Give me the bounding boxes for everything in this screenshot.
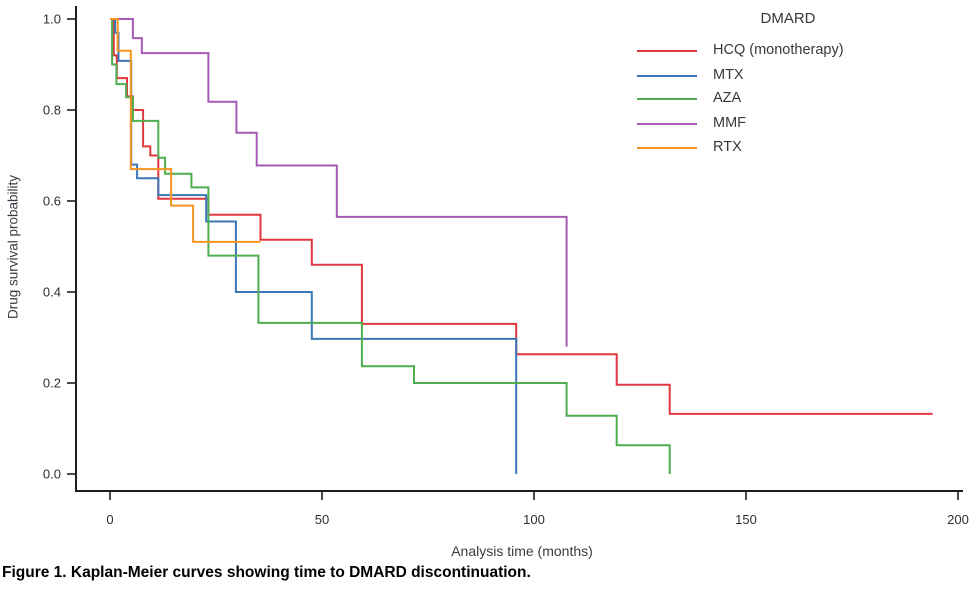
km-curve-aza <box>110 18 671 474</box>
x-tick-label-200: 200 <box>947 512 969 527</box>
km-curve-mmf <box>110 18 568 347</box>
y-tick-label-0.6: 0.6 <box>43 194 61 209</box>
y-tick-label-1.0: 1.0 <box>43 12 61 27</box>
km-curve-rtx <box>110 18 261 243</box>
figure-caption: Figure 1. Kaplan-Meier curves showing ti… <box>2 564 531 581</box>
y-tick-label-0.4: 0.4 <box>43 285 61 300</box>
km-curve-hcq-monotherapy <box>110 18 933 415</box>
y-tick-label-0.8: 0.8 <box>43 103 61 118</box>
x-tick-label-50: 50 <box>315 512 329 527</box>
x-tick-label-0: 0 <box>106 512 113 527</box>
x-tick-label-150: 150 <box>735 512 757 527</box>
y-tick-label-0.0: 0.0 <box>43 467 61 482</box>
km-curve-mtx <box>110 18 518 474</box>
y-tick-label-0.2: 0.2 <box>43 376 61 391</box>
x-axis-title: Analysis time (months) <box>451 543 593 559</box>
x-tick-label-100: 100 <box>523 512 545 527</box>
y-axis-title: Drug survival probability <box>5 174 21 320</box>
